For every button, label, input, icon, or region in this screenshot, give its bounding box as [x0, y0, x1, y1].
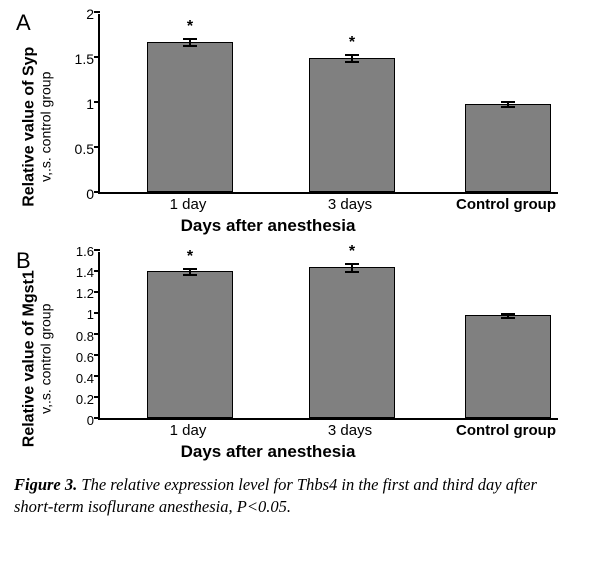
ytick-label: 0.8 [76, 330, 94, 343]
panel-a-chart: Relative value of Syp v,.s. control grou… [10, 10, 581, 240]
ytick-mark [94, 417, 100, 419]
panel-b-xticks: 1 day 3 days Control group [98, 420, 558, 442]
panel-a-ylabel-sub: v,.s. control group [38, 47, 53, 207]
panel-b-plot-col: ** 1 day 3 days Control group Days after a… [98, 252, 581, 466]
bar [309, 58, 395, 192]
significance-marker: * [187, 249, 193, 265]
ytick-mark [94, 249, 100, 251]
ytick-label: 0.6 [76, 351, 94, 364]
panel-b-ylabel-wrap: Relative value of Mgst1 v,.s. control gr… [10, 252, 64, 466]
ytick-label: 0.4 [76, 372, 94, 385]
xtick-label: 1 day [170, 196, 207, 213]
panel-a-plot-col: ** 1 day3 daysControl group Days after a… [98, 14, 581, 240]
figure-container: A Relative value of Syp v,.s. control gr… [10, 10, 581, 519]
panel-a-xticks: 1 day 3 days Control group [98, 194, 558, 216]
ytick-mark [94, 375, 100, 377]
ytick-label: 1.4 [76, 266, 94, 279]
ytick-mark [94, 396, 100, 398]
ytick-mark [94, 146, 100, 148]
ytick-label: 1 [87, 308, 94, 321]
panel-a-ylabel-main: Relative value of Syp [20, 47, 37, 207]
error-bar [501, 313, 515, 319]
panel-a-ylabel-wrap: Relative value of Syp v,.s. control grou… [10, 14, 64, 240]
panel-a: A Relative value of Syp v,.s. control gr… [10, 10, 581, 240]
error-bar [501, 101, 515, 108]
ytick-label: 1 [86, 97, 94, 111]
bar [147, 271, 233, 418]
ytick-label: 0 [86, 187, 94, 201]
ytick-label: 0 [87, 414, 94, 427]
ytick-mark [94, 354, 100, 356]
panel-b-ylabel: Relative value of Mgst1 v,.s. control gr… [21, 271, 52, 448]
error-bar [345, 54, 359, 63]
xtick-label: 1 day [170, 422, 207, 439]
bar [465, 315, 551, 418]
panel-b-chart: Relative value of Mgst1 v,.s. control gr… [10, 248, 581, 466]
panel-a-yticks: 2 1.5 1 0.5 0 [64, 7, 98, 201]
panel-a-ylabel: Relative value of Syp v,.s. control grou… [21, 47, 52, 207]
bar [147, 42, 233, 192]
xtick-label: Control group [456, 196, 556, 213]
xtick-label: 3 days [328, 196, 372, 213]
ytick-label: 1.2 [76, 287, 94, 300]
ytick-mark [94, 56, 100, 58]
ytick-mark [94, 312, 100, 314]
bar [309, 267, 395, 418]
caption-rest: The relative expression level for Thbs4 … [14, 475, 537, 516]
significance-marker: * [187, 19, 193, 35]
error-bar [183, 268, 197, 276]
panel-a-xlabel: Days after anesthesia [181, 216, 356, 236]
error-bar [345, 263, 359, 274]
significance-marker: * [349, 244, 355, 260]
ytick-mark [94, 270, 100, 272]
error-bar [183, 38, 197, 47]
panel-b-xlabel-row: Days after anesthesia [98, 442, 581, 466]
panel-b-xlabel: Days after anesthesia [181, 442, 356, 462]
panel-b: B Relative value of Mgst1 v,.s. control … [10, 248, 581, 466]
ytick-mark [94, 191, 100, 193]
caption-lead: Figure 3. [14, 475, 77, 494]
ytick-mark [94, 101, 100, 103]
panel-b-ylabel-sub: v,.s. control group [38, 271, 53, 448]
ytick-label: 1.5 [75, 52, 94, 66]
ytick-label: 2 [86, 7, 94, 21]
panel-b-plot-area: ** [98, 252, 558, 420]
ytick-label: 0.5 [75, 142, 94, 156]
panel-a-plot-area: ** [98, 14, 558, 194]
ytick-label: 0.2 [76, 393, 94, 406]
significance-marker: * [349, 35, 355, 51]
panel-a-xlabel-row: Days after anesthesia [98, 216, 581, 240]
ytick-mark [94, 291, 100, 293]
figure-caption: Figure 3. The relative expression level … [10, 474, 581, 519]
ytick-label: 1.6 [76, 245, 94, 258]
ytick-mark [94, 11, 100, 13]
ytick-mark [94, 333, 100, 335]
xtick-label: Control group [456, 422, 556, 439]
panel-b-ylabel-main: Relative value of Mgst1 [20, 271, 37, 448]
panel-b-yticks: 1.6 1.4 1.2 1 0.8 0.6 0.4 0.2 0 [64, 245, 98, 427]
xtick-label: 3 days [328, 422, 372, 439]
bar [465, 104, 551, 192]
